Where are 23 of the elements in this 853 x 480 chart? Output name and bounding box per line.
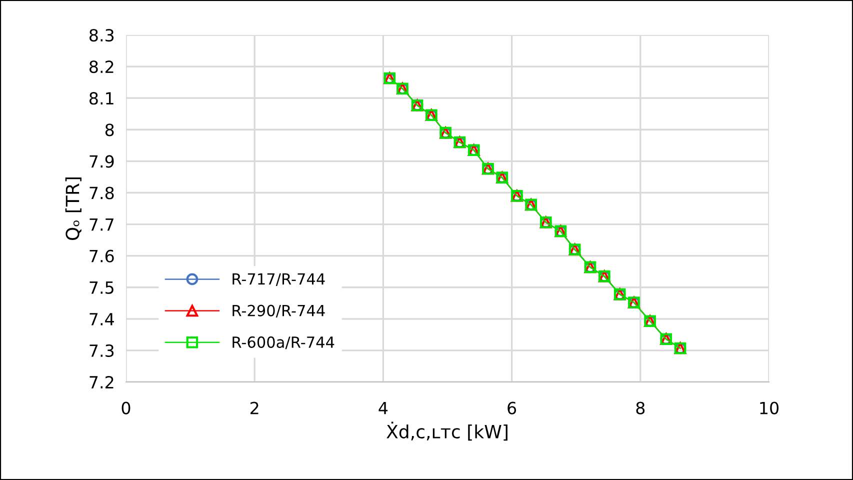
legend-label: R-600a/R-744 [232,336,334,350]
legend-label: R-290/R-744 [232,304,325,318]
y-tick-label: 8.2 [90,60,114,74]
x-tick-label: 6 [508,402,516,414]
x-tick-label: 10 [760,402,778,414]
y-tick-label: 8.3 [90,28,114,42]
y-tick-label: 7.2 [90,376,114,388]
x-tick-label: 0 [122,402,130,414]
y-tick-label: 7.4 [90,313,114,326]
x-tick-label: 8 [636,402,645,414]
y-tick-label: 7.3 [90,344,114,358]
x-tick-label: 2 [250,402,258,414]
y-tick-label: 7.8 [90,186,114,200]
y-tick-label: 7.5 [90,282,114,294]
x-axis-title: Ẋd,c,ʟᴛᴄ [kW] [386,422,508,441]
y-tick-label: 8.1 [90,92,114,105]
y-tick-label: 7.6 [90,250,114,262]
legend-label: R-717/R-744 [232,273,325,286]
y-tick-label: 7.7 [90,218,114,231]
x-tick-label: 4 [378,402,388,414]
y-tick-label: 7.9 [90,155,114,168]
y-axis-title: Qₒ [TR] [65,178,82,240]
y-tick-label: 8 [105,124,114,136]
